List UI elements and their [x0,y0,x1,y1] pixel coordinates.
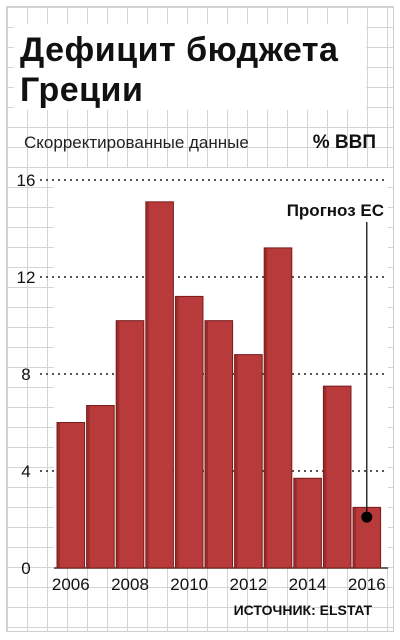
x-tick-label: 2012 [229,575,267,594]
x-tick-label: 2008 [111,575,149,594]
bar-2015 [322,385,352,569]
x-tick-label: 2014 [289,575,327,594]
chart-subtitle: Скорректированные данные [24,133,249,152]
unit-label: % ВВП [312,132,376,153]
y-tick-label: 8 [21,365,30,384]
bars [56,201,382,569]
x-tick-label: 2010 [170,575,208,594]
bar-shade [145,201,149,568]
bar-2013 [263,247,293,569]
bar-2007 [86,405,115,569]
y-tick-label: 4 [21,462,30,481]
bar-shade [205,320,208,568]
bar-2006 [56,422,86,569]
bar-shade [323,386,327,568]
forecast-marker [361,511,373,523]
y-tick-labels: 0 4 8 12 16 [17,171,36,578]
bar-shade [234,354,238,568]
bar-shade [86,405,90,568]
bar-2011 [204,320,234,569]
bar-2010 [174,295,204,569]
bar-2012 [234,354,263,569]
bar-2009 [145,201,174,569]
y-tick-label: 16 [17,171,36,190]
source-note: ИСТОЧНИК: ELSTAT [233,602,372,618]
bar-shade [116,320,120,568]
bar-shade [353,507,356,568]
y-tick-label: 0 [21,559,30,578]
x-tick-label: 2016 [348,575,386,594]
x-tick-labels: 2006 2008 2010 2012 2014 2016 [52,575,386,594]
annotations: Прогноз ЕС [287,201,384,523]
bar-shade [57,422,60,568]
bar-2014 [293,477,322,569]
bar-2008 [115,320,145,569]
chart-title: Дефицит бюджета Греции [20,31,339,109]
y-tick-label: 12 [17,268,36,287]
bar-shade [293,478,297,568]
forecast-label: Прогноз ЕС [287,201,384,220]
bar-shade [264,247,268,568]
bar-shade [175,296,179,568]
x-tick-label: 2006 [52,575,90,594]
title-box [14,24,366,110]
